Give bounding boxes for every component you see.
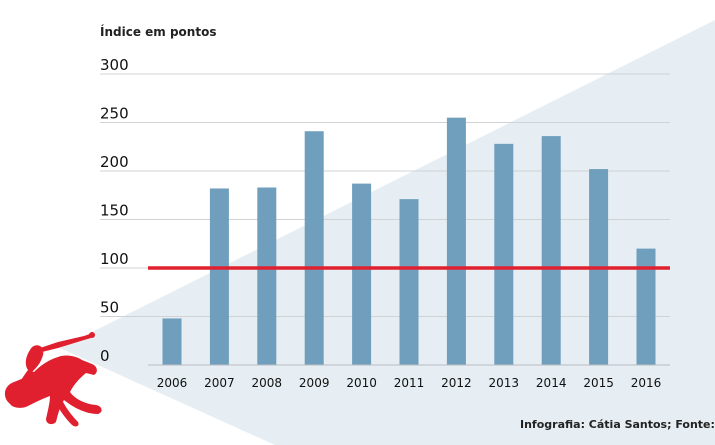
y-tick-label: 300 <box>100 56 129 74</box>
bar <box>636 248 656 365</box>
horse-rider-logo <box>4 332 102 427</box>
source-credit: Infografia: Cátia Santos; Fonte: Anacom <box>520 418 715 431</box>
x-tick-label: 2008 <box>252 376 283 390</box>
bar <box>399 199 419 365</box>
x-tick-label: 2012 <box>441 376 472 390</box>
bar <box>446 117 466 366</box>
x-tick-label: 2016 <box>631 376 662 390</box>
y-axis-title: Índice em pontos <box>100 25 217 39</box>
y-tick-label: 50 <box>100 299 119 317</box>
bar <box>304 131 324 365</box>
bar <box>541 136 561 365</box>
bar <box>352 183 372 365</box>
y-axis: 0 50 100 150 200 250 300 <box>100 56 129 365</box>
bars <box>162 117 656 366</box>
x-tick-label: 2010 <box>346 376 377 390</box>
bar <box>494 143 514 365</box>
y-tick-label: 200 <box>100 153 129 171</box>
x-tick-label: 2015 <box>583 376 614 390</box>
y-tick-label: 250 <box>100 105 129 123</box>
bar <box>162 318 182 365</box>
x-tick-label: 2014 <box>536 376 567 390</box>
y-tick-label: 0 <box>100 347 110 365</box>
bar <box>257 187 277 365</box>
x-tick-label: 2006 <box>157 376 188 390</box>
y-tick-label: 150 <box>100 202 129 220</box>
y-tick-label: 100 <box>100 250 129 268</box>
x-tick-label: 2013 <box>489 376 520 390</box>
bar <box>209 188 229 365</box>
x-axis: 2006 2007 2008 2009 2010 2011 2012 2013 2014 2015… <box>148 364 670 390</box>
x-tick-label: 2007 <box>204 376 235 390</box>
x-tick-label: 2009 <box>299 376 330 390</box>
x-tick-label: 2011 <box>394 376 425 390</box>
